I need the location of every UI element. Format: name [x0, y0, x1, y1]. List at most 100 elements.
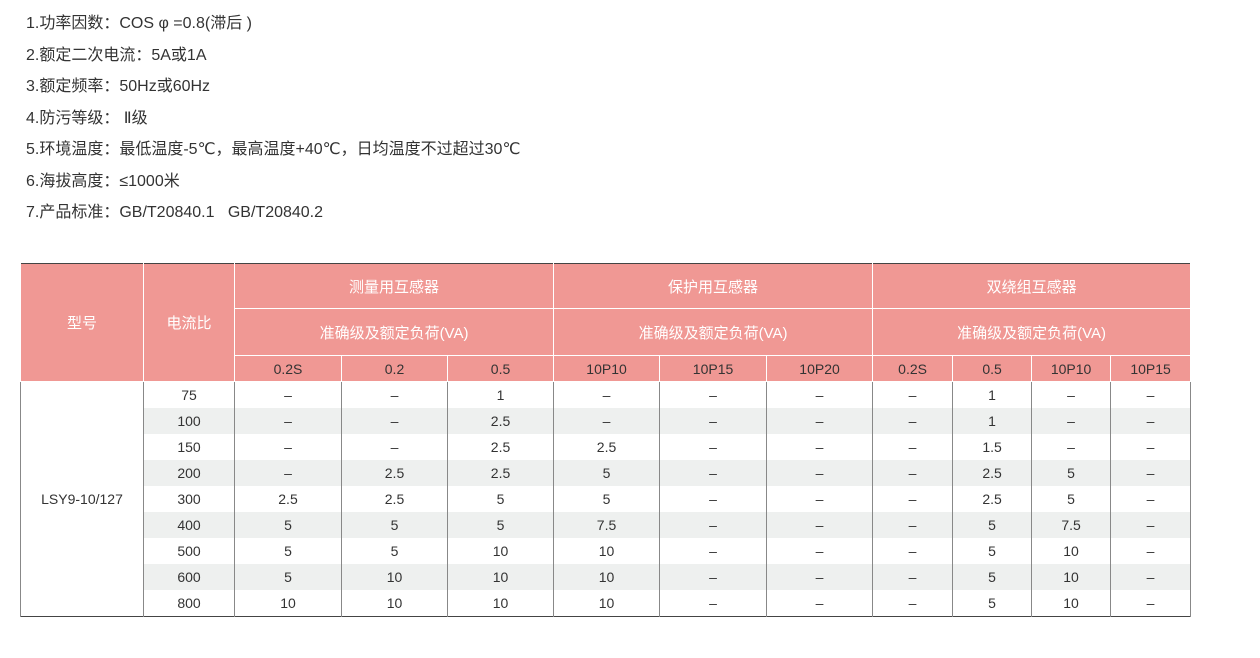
value-cell: 1 — [952, 408, 1033, 434]
accuracy-class-header: 0.2S — [872, 355, 954, 382]
ratio-header: 电流比 — [143, 263, 235, 382]
value-cell: – — [766, 408, 874, 434]
value-cell: 2.5 — [341, 460, 448, 486]
value-cell: 5 — [234, 512, 342, 538]
value-cell: 10 — [1031, 590, 1112, 617]
table-row: 600 5 10 10 10– – –5 10– — [21, 564, 1192, 590]
ratio-cell: 300 — [143, 486, 235, 512]
value-cell: 10 — [341, 564, 448, 590]
group-subtitle: 准确级及额定负荷(VA) — [553, 308, 874, 356]
value-cell: – — [659, 408, 768, 434]
value-cell: 7.5 — [553, 512, 661, 538]
accuracy-class-header: 10P10 — [1031, 355, 1112, 382]
group-title: 双绕组互感器 — [872, 263, 1192, 309]
value-cell: 1 — [446, 381, 555, 408]
table-row: 150– –2.5 2.5– – –1.5– – — [21, 434, 1192, 460]
spec-item: 1.功率因数：COS φ =0.8(滞后 ) — [26, 15, 252, 32]
value-cell: – — [659, 434, 768, 460]
value-cell: – — [1110, 590, 1192, 617]
spec-item: 3.额定频率：50Hz或60Hz — [26, 78, 211, 95]
spec-list: 1.功率因数：COS φ =0.8(滞后 ) 2.额定二次电流：5A或1A 3.额定… — [26, 8, 520, 229]
accuracy-class-header: 10P10 — [553, 355, 661, 382]
ratio-cell: 200 — [143, 460, 235, 486]
value-cell: – — [659, 460, 768, 486]
value-cell: – — [553, 408, 661, 434]
table-row: 200–2.5 2.5 5– – –2.5 5– — [21, 460, 1192, 486]
value-cell: 10 — [1031, 564, 1112, 590]
value-cell: – — [766, 590, 874, 617]
ratio-cell: 400 — [143, 512, 235, 538]
value-cell: 2.5 — [234, 486, 342, 512]
spec-item: 2.额定二次电流：5A或1A — [26, 46, 207, 64]
value-cell: 5 — [952, 590, 1033, 617]
value-cell: – — [1110, 408, 1192, 434]
value-cell: – — [341, 408, 448, 434]
group-title: 保护用互感器 — [553, 263, 874, 309]
value-cell: – — [766, 538, 874, 564]
value-cell: 7.5 — [1031, 512, 1112, 538]
value-cell: – — [234, 434, 342, 460]
value-cell: – — [1031, 381, 1112, 408]
table-row: 500 5 5 10 10– – –5 10– — [21, 538, 1192, 564]
ratio-cell: 75 — [143, 381, 235, 408]
value-cell: 5 — [234, 538, 342, 564]
value-cell: – — [766, 434, 874, 460]
value-cell: – — [1110, 512, 1192, 538]
value-cell: 2.5 — [952, 486, 1033, 512]
value-cell: 1.5 — [952, 434, 1033, 460]
value-cell: 5 — [1031, 460, 1112, 486]
value-cell: 5 — [1031, 486, 1112, 512]
value-cell: 10 — [553, 564, 661, 590]
value-cell: 5 — [553, 486, 661, 512]
value-cell: – — [872, 590, 954, 617]
ratio-cell: 150 — [143, 434, 235, 460]
value-cell: – — [1110, 381, 1192, 408]
spec-item: 6.海拔高度：≤1000米 — [26, 172, 180, 190]
table-row: 300 2.5 2.5 5 5– – –2.5 5– — [21, 486, 1192, 512]
spec-table: 型号 电流比 测量用互感器 保护用互感器 双绕组互感器 准确级及额定负荷(VA) 准确级及额… — [20, 263, 1192, 617]
accuracy-class-header: 0.2 — [341, 355, 448, 382]
value-cell: 10 — [446, 590, 555, 617]
value-cell: – — [872, 538, 954, 564]
value-cell: 10 — [1031, 538, 1112, 564]
value-cell: 5 — [446, 486, 555, 512]
value-cell: – — [553, 381, 661, 408]
value-cell: – — [766, 381, 874, 408]
value-cell: 5 — [341, 512, 448, 538]
value-cell: – — [872, 564, 954, 590]
value-cell: – — [872, 434, 954, 460]
accuracy-class-header: 0.5 — [446, 355, 555, 382]
group-title: 测量用互感器 — [233, 263, 555, 309]
value-cell: – — [1110, 538, 1192, 564]
value-cell: 10 — [234, 590, 342, 617]
value-cell: – — [1031, 408, 1112, 434]
value-cell: 5 — [446, 512, 555, 538]
value-cell: 5 — [952, 564, 1033, 590]
spec-item: 5.环境温度：最低温度-5℃，最高温度+40℃，日均温度不过超过30℃ — [26, 141, 521, 158]
value-cell: – — [659, 381, 768, 408]
table-row: 400 5 5 5 7.5– – –5 7.5– — [21, 512, 1192, 538]
value-cell: – — [872, 460, 954, 486]
value-cell: 10 — [446, 538, 555, 564]
value-cell: 10 — [341, 590, 448, 617]
value-cell: 2.5 — [446, 408, 555, 434]
value-cell: 5 — [234, 564, 342, 590]
value-cell: – — [872, 486, 954, 512]
value-cell: – — [234, 381, 342, 408]
value-cell: – — [1110, 434, 1192, 460]
value-cell: 5 — [341, 538, 448, 564]
value-cell: 1 — [952, 381, 1033, 408]
value-cell: – — [872, 381, 954, 408]
value-cell: 5 — [553, 460, 661, 486]
value-cell: 2.5 — [446, 460, 555, 486]
value-cell: – — [659, 564, 768, 590]
table-row: 100– –2.5– – – –1– – — [21, 408, 1192, 434]
table-row: 800 10 10 10 10– – –5 10– — [21, 590, 1192, 617]
value-cell: 10 — [446, 564, 555, 590]
value-cell: – — [766, 512, 874, 538]
model-header: 型号 — [20, 263, 144, 382]
value-cell: – — [766, 460, 874, 486]
value-cell: – — [659, 590, 768, 617]
value-cell: 5 — [952, 538, 1033, 564]
value-cell: – — [341, 381, 448, 408]
